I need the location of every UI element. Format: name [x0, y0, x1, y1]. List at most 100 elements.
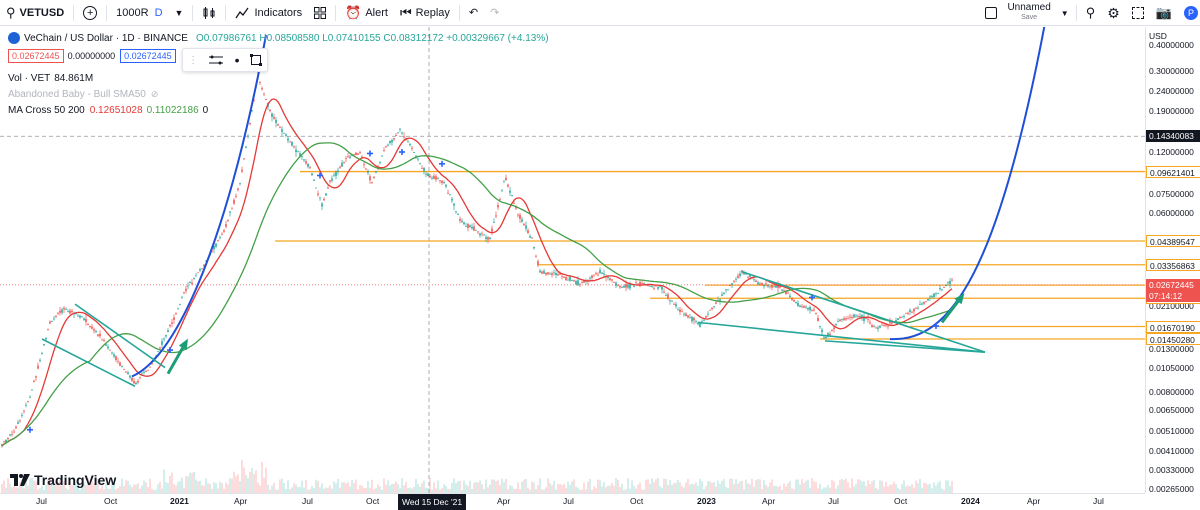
volume-bar — [893, 481, 895, 493]
indicators-button[interactable]: Indicators — [229, 0, 308, 26]
volume-bar — [743, 489, 745, 493]
volume-bar — [233, 471, 235, 493]
volume-bar — [489, 484, 491, 493]
candle-body — [203, 264, 205, 267]
legend-volume-row[interactable]: Vol · VET 84.861M — [8, 70, 549, 86]
legend-pattern-row[interactable]: Abandoned Baby - Bull SMA50 ⊘ — [8, 86, 549, 102]
wedge-lower-line[interactable] — [824, 340, 986, 353]
interval-button[interactable]: 1000R D — [110, 0, 168, 26]
rectangle-icon[interactable] — [249, 54, 262, 66]
snapshot-button[interactable]: 📷 — [1150, 0, 1178, 26]
volume-bar — [195, 479, 197, 493]
currency-label[interactable]: USD — [1149, 31, 1167, 41]
bid-box[interactable]: 0.02672445 — [8, 49, 64, 63]
line-style-icon[interactable] — [208, 54, 224, 66]
candle-body — [511, 195, 513, 197]
symbol-search[interactable]: ⚲ VETUSD — [0, 0, 70, 26]
ask-box[interactable]: 0.02672445 — [120, 49, 176, 63]
candle-body — [125, 371, 127, 373]
legend-ma-row[interactable]: MA Cross 50 200 0.12651028 0.11022186 0 — [8, 102, 549, 118]
chart-type-button[interactable] — [196, 0, 222, 26]
arrow-annotation[interactable] — [940, 293, 965, 324]
price-chart-svg[interactable] — [0, 27, 1145, 493]
tradingview-watermark[interactable]: TradingView — [10, 472, 116, 488]
redo-button[interactable]: ↷ — [484, 0, 505, 26]
volume-bar — [151, 488, 153, 493]
parabolic-projection-curve[interactable] — [889, 27, 1050, 341]
candle-body — [549, 273, 551, 275]
candle-body — [635, 282, 637, 284]
candle-body — [659, 286, 661, 288]
volume-bar — [249, 471, 251, 493]
avatar-button[interactable]: P — [1178, 0, 1200, 26]
volume-bar — [647, 479, 649, 493]
wedge-support-line[interactable] — [697, 321, 986, 353]
ma-fast-line[interactable] — [1, 98, 953, 447]
templates-button[interactable] — [308, 0, 332, 26]
volume-bar — [285, 488, 287, 493]
volume-bar — [419, 486, 421, 493]
candle-body — [815, 312, 817, 314]
candle-body — [683, 313, 685, 315]
volume-bar — [925, 483, 927, 493]
candle-body — [789, 295, 791, 298]
candle-body — [97, 334, 99, 336]
volume-bar — [257, 482, 259, 493]
candle-body — [831, 330, 833, 331]
volume-bar — [85, 485, 87, 493]
volume-bar — [185, 475, 187, 493]
fullscreen-icon — [1131, 7, 1144, 19]
volume-bar — [543, 489, 545, 493]
candle-body — [29, 396, 31, 398]
chart-canvas[interactable] — [0, 27, 1145, 493]
candle-body — [31, 389, 33, 391]
price-tick-label: 0.06000000 — [1149, 208, 1194, 219]
volume-bar — [607, 485, 609, 493]
candle-body — [461, 220, 463, 223]
candle-body — [311, 173, 313, 176]
volume-bar — [335, 483, 337, 493]
parabolic-trend-curve[interactable] — [131, 34, 267, 378]
volume-bar — [891, 484, 893, 493]
candle-body — [819, 326, 821, 327]
volume-bar — [279, 479, 281, 493]
candle-body — [341, 162, 343, 167]
volume-bar — [709, 481, 711, 493]
chevron-down-icon: ▼ — [174, 7, 184, 18]
volume-bar — [703, 489, 705, 493]
volume-bar — [125, 480, 127, 493]
legend-title[interactable]: VeChain / US Dollar · 1D · BINANCE — [24, 32, 188, 44]
candle-body — [111, 352, 113, 354]
volume-bar — [747, 483, 749, 493]
alert-button[interactable]: ⏰ Alert — [339, 0, 394, 26]
volume-bar — [259, 485, 261, 493]
volume-bar — [269, 489, 271, 493]
candle-body — [301, 156, 303, 158]
layout-button[interactable]: Unnamed Save ▼ — [979, 0, 1072, 26]
candle-body — [89, 325, 91, 327]
interval-dropdown[interactable]: ▼ — [169, 0, 190, 26]
point-icon[interactable]: • — [234, 52, 240, 68]
wedge-resistance-line[interactable] — [741, 271, 986, 353]
pattern-line[interactable] — [74, 303, 166, 369]
settings-button[interactable]: ⚙ — [1101, 0, 1126, 26]
time-axis[interactable]: Jul Oct 2021 Apr Jul Oct Apr Jul Oct 2023 Apr Jul Oc… — [0, 493, 1145, 510]
undo-button[interactable]: ↶ — [463, 0, 484, 26]
candle-body — [101, 339, 103, 341]
price-axis[interactable]: USD 0.40000000 0.30000000 0.24000000 0.19000… — [1145, 27, 1200, 494]
candle-body — [791, 298, 793, 301]
candle-body — [299, 153, 301, 156]
quick-search-button[interactable]: ⚲ — [1080, 0, 1102, 26]
replay-button[interactable]: ⏮ Replay — [394, 0, 456, 26]
candle-body — [949, 280, 951, 284]
pattern-line[interactable] — [41, 338, 136, 387]
compare-button[interactable]: + — [77, 0, 103, 26]
volume-bar — [31, 478, 33, 493]
hidden-eye-icon[interactable]: ⊘ — [150, 88, 159, 99]
candle-body — [123, 369, 125, 370]
candle-body — [847, 318, 849, 320]
volume-bar — [457, 481, 459, 493]
drag-handle-icon[interactable]: ⋮ — [188, 54, 199, 66]
arrow-annotation[interactable] — [166, 338, 188, 375]
fullscreen-button[interactable] — [1126, 0, 1150, 26]
